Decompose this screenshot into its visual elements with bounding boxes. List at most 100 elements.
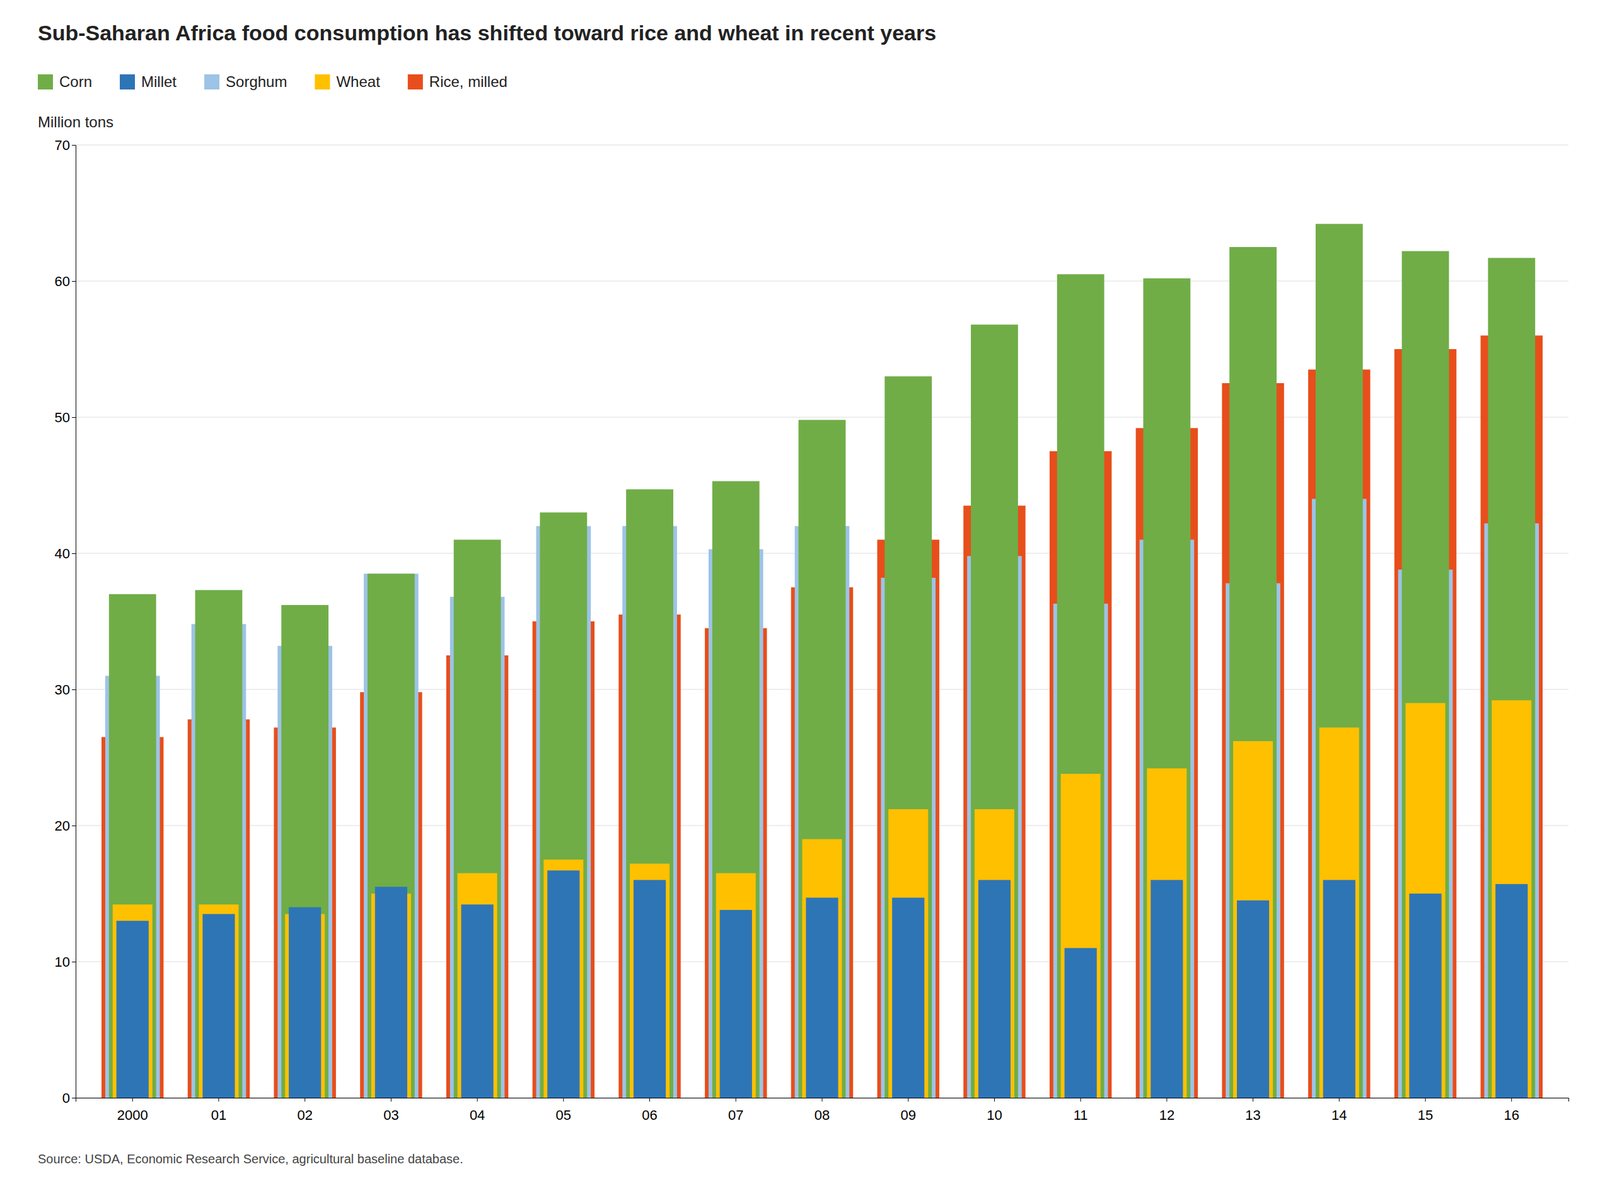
bar [629,863,670,1099]
y-tick-mark [71,689,76,691]
x-tick-mark [562,1098,564,1102]
legend-swatch [37,74,53,90]
bar [461,904,494,1099]
y-tick-label: 20 [54,818,70,835]
x-tick-mark [1080,1098,1082,1102]
x-tick-mark [477,1098,478,1102]
x-tick-label: 05 [556,1107,572,1124]
grid-line [75,144,1569,146]
legend-swatch [314,74,330,90]
bar [1142,278,1191,1099]
bar [712,481,760,1099]
bar [116,921,149,1099]
x-tick: 14 [1331,1098,1347,1124]
y-tick-mark [71,825,76,827]
y-tick-mark [71,962,76,963]
bar [719,910,753,1099]
x-axis: 200001020304050607080910111213141516 [76,1098,1570,1124]
bar [1150,880,1183,1099]
y-tick-label: 10 [54,954,70,971]
y-tick: 10 [54,954,76,971]
x-tick: 01 [211,1098,227,1124]
y-tick: 50 [54,409,76,426]
x-tick-label: 11 [1073,1107,1089,1124]
x-tick-label: 07 [728,1107,744,1124]
bar [1146,768,1187,1099]
x-tick-mark [1425,1098,1427,1102]
x-tick: 2000 [117,1098,149,1124]
bar [970,324,1019,1099]
y-tick-mark [71,417,76,418]
x-tick-label: 16 [1504,1107,1520,1124]
x-tick-label: 04 [469,1107,485,1124]
x-tick: 04 [469,1098,485,1124]
bar [288,907,321,1099]
x-tick: 10 [986,1098,1002,1124]
y-tick-mark [71,281,76,282]
x-tick-mark [822,1098,823,1102]
bar [978,880,1011,1099]
y-tick-label: 30 [54,682,70,698]
bar [974,809,1015,1099]
x-tick: 11 [1073,1098,1089,1124]
legend-label: Wheat [336,73,381,91]
x-tick-mark [390,1098,392,1102]
legend-item: Sorghum [204,73,287,91]
bar [626,489,674,1099]
bar [805,897,838,1099]
x-tick-mark [1339,1098,1340,1102]
bar [1233,741,1273,1099]
bar [1495,884,1528,1099]
y-tick-label: 50 [54,409,70,426]
bar [888,809,928,1099]
bar [453,539,502,1099]
y-axis-label: Million tons [37,113,114,131]
x-tick: 05 [556,1098,572,1124]
bar [367,573,415,1099]
x-tick-mark [1166,1098,1167,1102]
bar [112,904,153,1099]
legend-label: Sorghum [225,73,287,91]
x-tick: 06 [641,1098,657,1124]
legend-swatch [407,74,424,90]
y-tick-label: 70 [54,137,70,154]
y-tick: 40 [54,545,76,562]
x-tick-label: 03 [383,1107,399,1124]
x-tick: 07 [728,1098,744,1124]
legend-label: Millet [141,73,177,91]
chart: Sub-Saharan Africa food consumption has … [0,0,1600,1186]
x-tick-label: 02 [296,1107,313,1124]
series [109,223,1536,1099]
y-tick-label: 0 [62,1090,70,1107]
x-tick-label: 13 [1245,1107,1261,1124]
x-tick-label: 2000 [117,1107,149,1124]
title: Sub-Saharan Africa food consumption has … [37,20,937,45]
bar [363,573,419,1099]
bar [195,590,243,1099]
x-tick-mark [304,1098,306,1102]
bar [884,376,932,1099]
bar [375,886,408,1099]
bar [1057,274,1105,1099]
legend-item: Millet [119,73,177,91]
bar [1229,247,1277,1099]
annotation: Source: USDA, Economic Research Service,… [37,1152,464,1167]
x-tick-label: 14 [1331,1107,1347,1124]
plot: 0102030405060702000010203040506070809101… [54,137,1570,1125]
bar [202,914,235,1099]
bar [716,873,756,1099]
x-tick-label: 15 [1417,1107,1433,1124]
x-tick: 02 [296,1098,313,1124]
series [116,870,1529,1099]
x-tick: 09 [900,1098,916,1124]
x-tick: 08 [814,1098,830,1124]
bar [1236,900,1270,1099]
bars [101,223,1543,1099]
x-tick-mark [1252,1098,1254,1102]
bar [633,880,666,1099]
x-tick-mark [132,1098,134,1102]
x-axis-line [76,1098,1570,1103]
legend-label: Rice, milled [429,73,508,91]
bar [198,904,239,1099]
x-tick-label: 09 [900,1107,916,1124]
